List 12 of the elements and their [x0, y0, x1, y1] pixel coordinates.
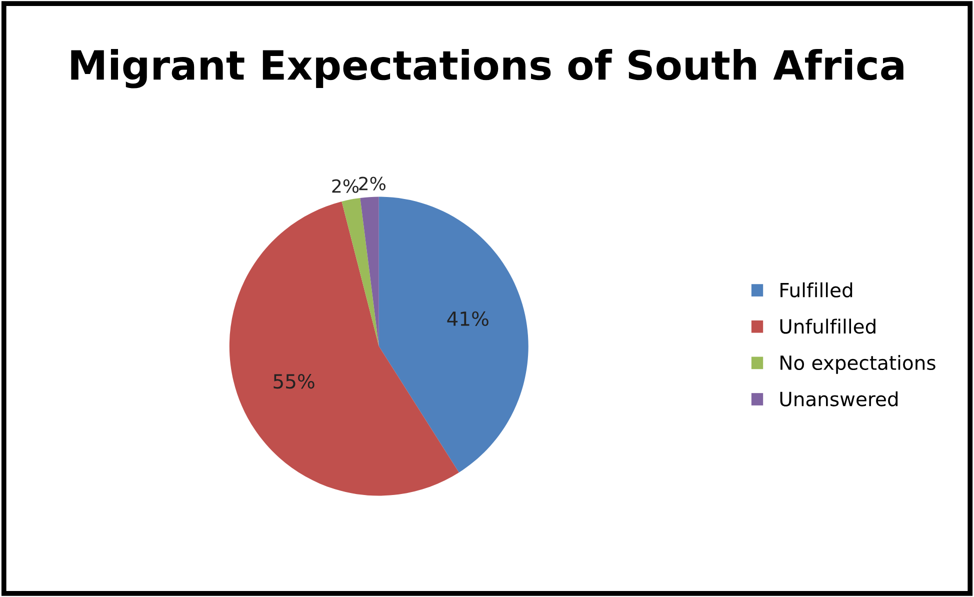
data-label: 55% [274, 374, 314, 389]
pie-slice [378, 196, 528, 472]
legend-label: No expectations [780, 355, 936, 374]
pie-slice [342, 198, 379, 346]
chart-title: Migrant Expectations of South Africa [71, 49, 904, 88]
data-label: 2% [359, 176, 386, 190]
data-label: 41% [447, 311, 488, 326]
data-label: 2% [332, 179, 359, 193]
pie-slice [360, 196, 379, 346]
legend-label: Fulfilled [780, 282, 852, 298]
legend-label: Unanswered [780, 391, 898, 406]
legend-label: Unfulfilled [780, 318, 876, 334]
